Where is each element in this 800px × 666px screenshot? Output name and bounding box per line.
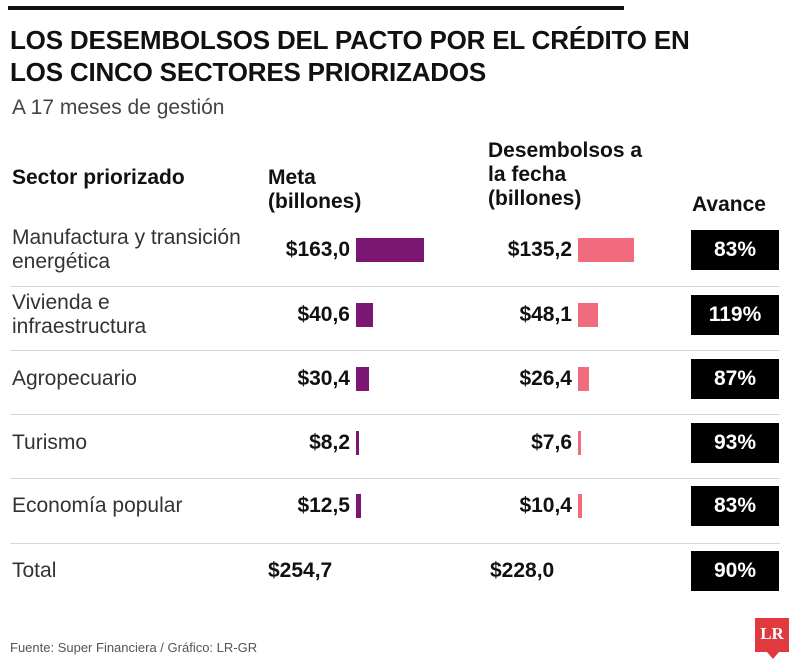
chart-subtitle: A 17 meses de gestión (12, 96, 225, 119)
meta-bar (356, 367, 369, 391)
meta-value: $163,0 (285, 238, 350, 261)
desembolsos-value: $10,4 (519, 494, 572, 517)
meta-value: $8,2 (309, 431, 350, 454)
sector-label: Manufactura y transición energética (12, 226, 241, 273)
header-avance: Avance (692, 193, 766, 216)
desembolsos-bar (578, 303, 598, 327)
meta-value: $12,5 (297, 494, 350, 517)
meta-value: $30,4 (297, 367, 350, 390)
sector-label: Vivienda e infraestructura (12, 291, 147, 338)
row-separator (10, 478, 780, 479)
avance-badge: 83% (691, 486, 779, 526)
avance-badge: 93% (691, 423, 779, 463)
desembolsos-bar (578, 431, 581, 455)
total-meta-value: $254,7 (268, 559, 333, 582)
desembolsos-value: $7,6 (531, 431, 572, 454)
total-label: Total (12, 559, 57, 582)
source-note: Fuente: Super Financiera / Gráfico: LR-G… (10, 640, 258, 655)
desembolsos-value: $48,1 (519, 303, 572, 326)
header-sector: Sector priorizado (12, 166, 185, 189)
total-avance-badge: 90% (691, 551, 779, 591)
desembolsos-bar (578, 494, 582, 518)
avance-badge: 119% (691, 295, 779, 335)
meta-value: $40,6 (297, 303, 350, 326)
row-separator (10, 350, 780, 351)
meta-bar (356, 494, 361, 518)
meta-bar (356, 303, 373, 327)
meta-bar (356, 431, 359, 455)
row-separator (10, 543, 780, 544)
chart-title: LOS DESEMBOLSOS DEL PACTO POR EL CRÉDITO… (10, 25, 690, 87)
row-separator (10, 286, 780, 287)
header-desembolsos: Desembolsos a la fecha (billones) (488, 139, 643, 210)
desembolsos-bar (578, 367, 589, 391)
desembolsos-value: $26,4 (519, 367, 572, 390)
header-meta: Meta (billones) (268, 166, 362, 213)
avance-badge: 87% (691, 359, 779, 399)
row-separator (10, 414, 780, 415)
sector-label: Turismo (12, 431, 88, 454)
lr-logo: LR (755, 618, 789, 659)
desembolsos-value: $135,2 (507, 238, 572, 261)
meta-bar (356, 238, 424, 262)
avance-badge: 83% (691, 230, 779, 270)
total-desembolsos-value: $228,0 (490, 559, 555, 582)
desembolsos-bar (578, 238, 634, 262)
top-rule (8, 6, 624, 10)
sector-label: Economía popular (12, 494, 183, 517)
sector-label: Agropecuario (12, 367, 137, 390)
